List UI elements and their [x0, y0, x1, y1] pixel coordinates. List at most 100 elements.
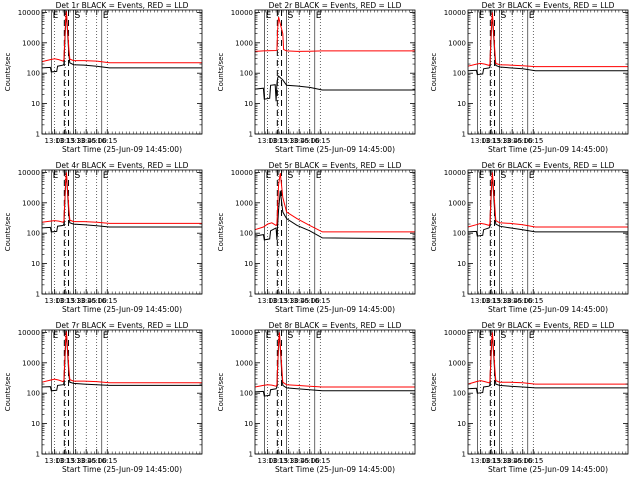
y-tick-label: 10	[244, 260, 253, 268]
plot-frame	[41, 9, 203, 135]
y-tick-label: 1	[249, 291, 253, 299]
y-tick-label: 10000	[231, 169, 253, 177]
x-tick-label: 13:15	[268, 137, 288, 145]
region-label: S	[288, 331, 294, 341]
y-tick-label: 100	[453, 230, 466, 238]
y-tick-label: 1000	[22, 359, 40, 367]
series-events-line	[254, 190, 416, 241]
x-tick-label: 16:15	[523, 137, 543, 145]
y-tick-label: 10	[31, 100, 40, 108]
x-tick-label: 13:00	[471, 297, 491, 305]
region-label: E	[479, 11, 485, 21]
region-label: E	[529, 331, 535, 341]
x-tick-label: 13:15	[55, 297, 75, 305]
x-tick-label: 13:45	[502, 137, 522, 145]
x-axis-label: Start Time (25-Jun-09 14:45:00)	[488, 305, 608, 314]
plot-frame	[467, 169, 629, 295]
y-tick-label: 1	[249, 131, 253, 139]
x-tick-label: 16:15	[523, 457, 543, 465]
series-lld-line	[467, 332, 628, 385]
y-tick-label: 10000	[231, 9, 253, 17]
panel-title: Det 6r BLACK = Events, RED = LLD	[482, 161, 615, 170]
panel-title: Det 5r BLACK = Events, RED = LLD	[269, 161, 402, 170]
x-tick-label: 16:15	[97, 137, 117, 145]
x-tick-label: 13:15	[268, 297, 288, 305]
x-tick-label: 13:30	[66, 297, 86, 305]
y-tick-label: 100	[27, 230, 40, 238]
region-label: E	[53, 11, 59, 21]
y-tick-label: 10	[457, 420, 466, 428]
y-tick-label: 1	[249, 451, 253, 459]
y-axis-label: Counts/sec	[4, 213, 12, 252]
y-tick-label: 10000	[18, 329, 40, 337]
y-tick-label: 100	[27, 390, 40, 398]
y-tick-label: 10	[31, 420, 40, 428]
x-axis-label: Start Time (25-Jun-09 14:45:00)	[275, 305, 395, 314]
series-lld-line	[254, 16, 415, 52]
x-tick-label: 16:15	[310, 457, 330, 465]
y-tick-label: 10000	[444, 169, 466, 177]
x-tick-label: 13:30	[492, 137, 512, 145]
x-tick-label: 13:45	[289, 297, 309, 305]
x-axis-label: Start Time (25-Jun-09 14:45:00)	[275, 465, 395, 474]
plot-frame	[254, 9, 416, 135]
x-tick-label: 13:00	[258, 297, 278, 305]
panel-title: Det 4r BLACK = Events, RED = LLD	[56, 161, 189, 170]
x-tick-label: 13:00	[471, 457, 491, 465]
x-tick-label: 13:00	[45, 137, 65, 145]
region-label: E	[103, 171, 109, 181]
x-tick-label: 16:00	[87, 137, 107, 145]
y-tick-label: 1000	[235, 199, 253, 207]
x-tick-label: 13:45	[289, 137, 309, 145]
x-tick-label: 16:00	[87, 297, 107, 305]
x-tick-label: 13:15	[268, 457, 288, 465]
y-tick-label: 1000	[22, 39, 40, 47]
y-tick-label: 10000	[444, 9, 466, 17]
region-label: S	[75, 171, 81, 181]
x-tick-label: 13:30	[279, 457, 299, 465]
y-tick-label: 1	[462, 451, 466, 459]
region-label: E	[103, 11, 109, 21]
series-lld-line	[41, 11, 202, 64]
y-tick-label: 100	[27, 70, 40, 78]
x-tick-label: 13:30	[492, 297, 512, 305]
plot-frame	[41, 169, 203, 295]
y-tick-label: 10000	[231, 329, 253, 337]
region-label: E	[266, 331, 272, 341]
x-axis-label: Start Time (25-Jun-09 14:45:00)	[62, 465, 182, 474]
x-tick-label: 13:15	[481, 297, 501, 305]
y-tick-label: 1000	[235, 39, 253, 47]
region-label: S	[501, 331, 507, 341]
x-tick-label: 16:00	[513, 137, 533, 145]
x-tick-label: 13:00	[471, 137, 491, 145]
region-label: S	[288, 11, 294, 21]
panel-title: Det 9r BLACK = Events, RED = LLD	[482, 321, 615, 330]
region-label: S	[501, 171, 507, 181]
y-tick-label: 10	[457, 100, 466, 108]
plot-frame	[254, 329, 416, 455]
x-tick-label: 13:15	[481, 137, 501, 145]
region-label: E	[103, 331, 109, 341]
x-axis-label: Start Time (25-Jun-09 14:45:00)	[488, 465, 608, 474]
x-tick-label: 16:00	[300, 297, 320, 305]
x-tick-label: 13:45	[502, 297, 522, 305]
x-tick-label: 13:45	[502, 457, 522, 465]
region-label: E	[266, 171, 272, 181]
x-tick-label: 13:30	[279, 297, 299, 305]
y-axis-label: Counts/sec	[217, 373, 225, 412]
y-tick-label: 1000	[448, 199, 466, 207]
x-tick-label: 13:45	[76, 137, 96, 145]
x-tick-label: 13:45	[76, 297, 96, 305]
series-lld-line	[254, 173, 415, 233]
series-lld-line	[41, 172, 202, 224]
panel-title: Det 8r BLACK = Events, RED = LLD	[269, 321, 402, 330]
y-tick-label: 100	[240, 390, 253, 398]
series-lld-line	[467, 12, 628, 68]
y-tick-label: 1	[36, 291, 40, 299]
y-axis-label: Counts/sec	[4, 373, 12, 412]
